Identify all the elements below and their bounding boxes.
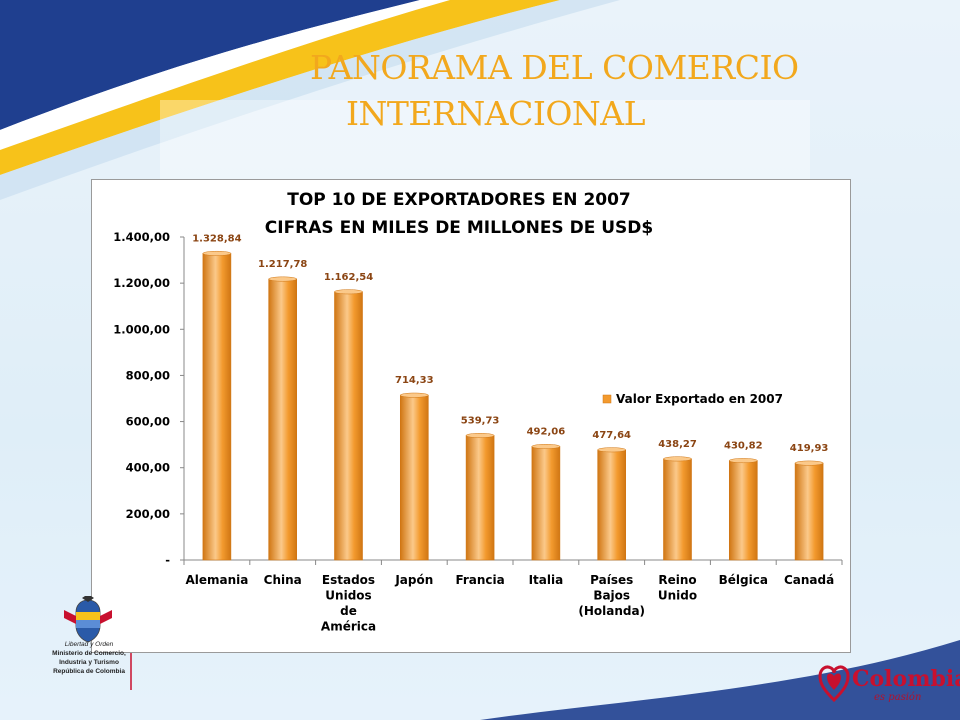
data-label: 714,33: [395, 375, 434, 386]
ministry-label: Libertad y Orden Ministerio de Comercio,…: [48, 592, 130, 676]
y-tick-label: 400,00: [126, 461, 170, 475]
y-tick-label: 1.000,00: [113, 322, 170, 336]
bar-top: [202, 250, 232, 256]
brand-name: Colombia: [852, 666, 960, 692]
bar-top: [465, 433, 495, 438]
data-label: 539,73: [461, 415, 500, 426]
y-tick-label: 600,00: [126, 415, 170, 429]
legend-swatch: [602, 394, 612, 404]
bar: [465, 435, 495, 561]
x-tick-label: Reino: [658, 573, 696, 587]
chart-title: TOP 10 DE EXPORTADORES EN 2007: [287, 190, 631, 210]
data-label: 477,64: [592, 430, 631, 441]
y-tick-label: 1.200,00: [113, 276, 170, 290]
bar: [202, 253, 232, 561]
bar-top: [794, 460, 824, 466]
x-tick-label: Bélgica: [719, 573, 768, 587]
y-tick-label: 1.400,00: [113, 230, 170, 244]
y-tick-label: 200,00: [126, 507, 170, 521]
x-tick-label: de: [340, 604, 357, 618]
bar-top: [531, 444, 561, 449]
x-tick-label: Unido: [658, 589, 697, 603]
bar: [268, 278, 297, 561]
bar-top: [334, 289, 363, 295]
bar: [663, 458, 692, 561]
brand-tagline: es pasión: [874, 692, 922, 703]
x-tick-label: Canadá: [784, 573, 834, 587]
ministry-line-1: Ministerio de Comercio,: [52, 650, 126, 657]
bar: [334, 291, 363, 561]
data-label: 1.162,54: [324, 272, 373, 283]
slide-title-line2: INTERNACIONAL: [346, 94, 646, 133]
data-label: 430,82: [724, 441, 763, 452]
data-label: 492,06: [527, 426, 566, 437]
legend-label: Valor Exportado en 2007: [616, 392, 783, 406]
x-tick-label: Estados: [322, 573, 375, 587]
data-label: 1.217,78: [258, 259, 307, 270]
top-wave-blue: [0, 0, 420, 130]
bar-chart: TOP 10 DE EXPORTADORES EN 2007 CIFRAS EN …: [113, 190, 843, 634]
x-tick-label: Unidos: [325, 589, 371, 603]
bar: [794, 462, 824, 561]
x-tick-label: Alemania: [185, 573, 248, 587]
data-label: 419,93: [790, 443, 829, 454]
bottom-wave-blue: [480, 640, 960, 720]
chart-frame: TOP 10 DE EXPORTADORES EN 2007 CIFRAS EN …: [91, 179, 851, 653]
bar: [728, 460, 758, 561]
x-tick-label: Italia: [529, 573, 564, 587]
slide-title-line1: PANORAMA DEL COMERCIO: [310, 48, 799, 87]
x-tick-label: China: [264, 573, 302, 587]
x-tick-label: Países: [590, 573, 633, 587]
bar: [399, 394, 429, 561]
ministry-line-3: República de Colombia: [53, 668, 125, 675]
bar: [597, 449, 627, 561]
x-tick-label: Francia: [455, 573, 504, 587]
bar-top: [400, 392, 429, 398]
x-tick-label: Bajos: [593, 589, 630, 603]
bar-top: [268, 276, 297, 282]
ministry-line-2: Industria y Turismo: [59, 659, 119, 666]
data-label: 1.328,84: [192, 233, 241, 244]
x-tick-label: América: [321, 620, 376, 634]
bar-top: [663, 456, 692, 462]
chart-subtitle: CIFRAS EN MILES DE MILLONES DE USD$: [265, 218, 653, 238]
x-tick-label: Japón: [394, 573, 433, 587]
y-tick-label: 800,00: [126, 368, 170, 382]
x-tick-label: (Holanda): [578, 604, 645, 618]
data-label: 438,27: [658, 439, 697, 450]
bar: [531, 446, 561, 561]
bar-top: [729, 458, 758, 464]
bar-top: [597, 447, 626, 453]
heart-logo-icon: [818, 665, 850, 703]
title-glow: [160, 100, 810, 180]
coat-of-arms-icon: [64, 596, 112, 643]
y-tick-label: -: [165, 553, 170, 567]
ministry-motto: Libertad y Orden: [64, 641, 114, 648]
